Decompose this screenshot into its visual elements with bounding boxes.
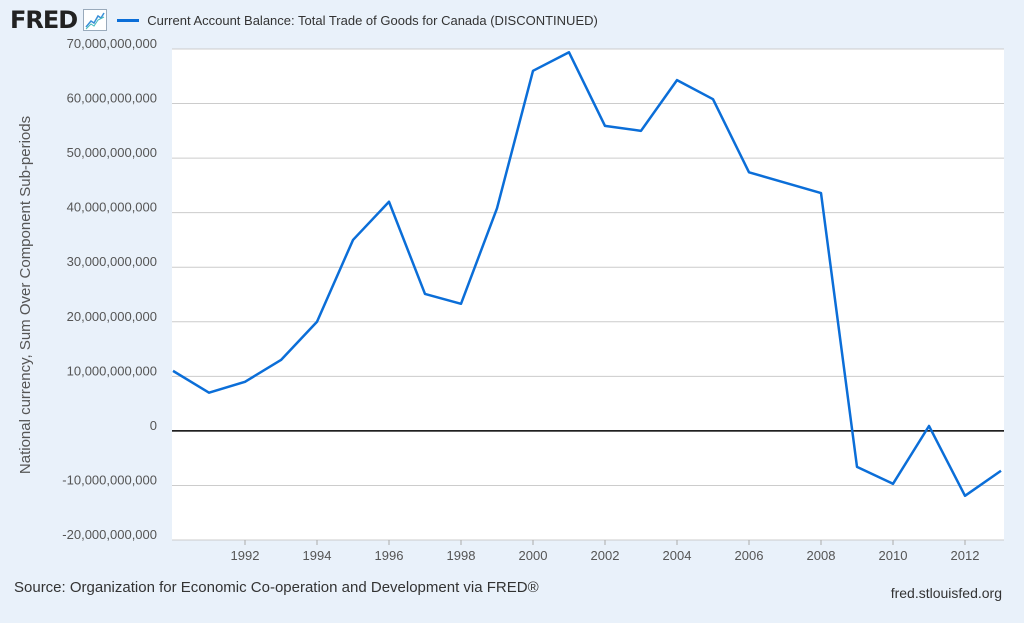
- y-tick-label: -10,000,000,000: [62, 472, 157, 487]
- y-tick-label: 0: [150, 418, 157, 433]
- x-tick-label: 2004: [663, 548, 692, 563]
- x-tick-label: 2008: [807, 548, 836, 563]
- data-point[interactable]: [169, 367, 177, 375]
- data-point[interactable]: [637, 127, 645, 135]
- data-point[interactable]: [709, 95, 717, 103]
- x-tick-label: 2000: [519, 548, 548, 563]
- y-tick-label: 70,000,000,000: [67, 36, 157, 51]
- data-point[interactable]: [925, 422, 933, 430]
- data-point[interactable]: [817, 189, 825, 197]
- source-note: Source: Organization for Economic Co-ope…: [14, 579, 539, 596]
- x-tick-label: 1998: [447, 548, 476, 563]
- y-tick-label: 30,000,000,000: [67, 254, 157, 269]
- x-tick-label: 2012: [951, 548, 980, 563]
- data-point[interactable]: [421, 290, 429, 298]
- y-tick-label: -20,000,000,000: [62, 527, 157, 542]
- data-point[interactable]: [673, 76, 681, 84]
- data-point[interactable]: [205, 389, 213, 397]
- data-point[interactable]: [385, 198, 393, 206]
- data-point[interactable]: [889, 480, 897, 488]
- data-point[interactable]: [313, 318, 321, 326]
- data-point[interactable]: [997, 467, 1005, 475]
- y-tick-label: 10,000,000,000: [67, 363, 157, 378]
- data-point[interactable]: [781, 179, 789, 187]
- y-axis-label: National currency, Sum Over Component Su…: [17, 116, 34, 474]
- data-point[interactable]: [961, 492, 969, 500]
- data-point[interactable]: [349, 236, 357, 244]
- data-point[interactable]: [853, 463, 861, 471]
- x-tick-label: 1996: [375, 548, 404, 563]
- data-point[interactable]: [277, 356, 285, 364]
- chart-title: Current Account Balance: Total Trade of …: [147, 12, 598, 28]
- data-point[interactable]: [565, 48, 573, 56]
- data-point[interactable]: [529, 67, 537, 75]
- data-point[interactable]: [457, 300, 465, 308]
- chart-line-icon: [83, 9, 108, 31]
- y-tick-label: 20,000,000,000: [67, 309, 157, 324]
- data-point[interactable]: [493, 204, 501, 212]
- legend-swatch: [117, 18, 140, 22]
- x-tick-label: 2006: [735, 548, 764, 563]
- data-point[interactable]: [745, 168, 753, 176]
- site-link[interactable]: fred.stlouisfed.org: [890, 585, 1002, 601]
- fred-logo[interactable]: FRED: [10, 6, 78, 34]
- y-tick-label: 40,000,000,000: [67, 200, 157, 215]
- x-tick-label: 2002: [591, 548, 620, 563]
- x-tick-label: 1992: [231, 548, 260, 563]
- y-tick-label: 50,000,000,000: [67, 145, 157, 160]
- data-point[interactable]: [601, 122, 609, 130]
- x-tick-label: 1994: [303, 548, 332, 563]
- data-point[interactable]: [241, 378, 249, 386]
- chart-header: FRED Current Account Balance: Total Trad…: [10, 6, 598, 34]
- series-line[interactable]: [172, 51, 1002, 498]
- x-tick-label: 2010: [879, 548, 908, 563]
- y-tick-label: 60,000,000,000: [67, 91, 157, 106]
- plot-area: [172, 49, 1004, 540]
